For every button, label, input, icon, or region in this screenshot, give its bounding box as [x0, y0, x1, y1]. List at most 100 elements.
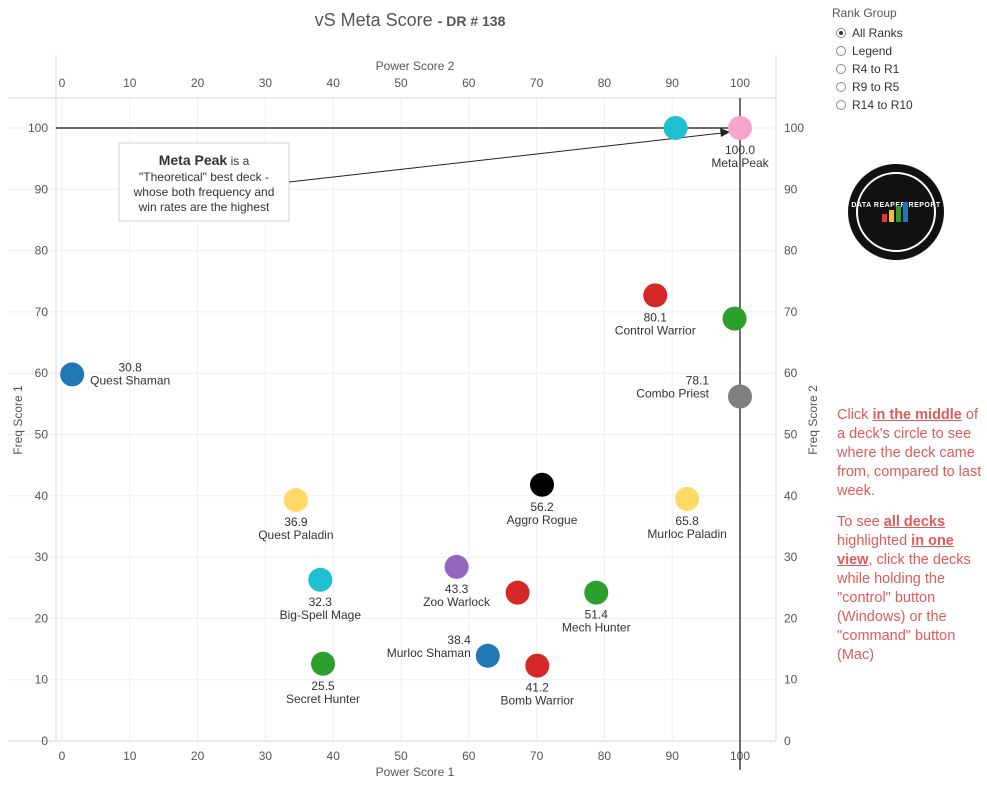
deck-point-unlabeled[interactable] — [663, 116, 688, 140]
radio-icon[interactable] — [836, 82, 846, 92]
logo-text: DATA REAPER REPORT — [851, 202, 941, 209]
y-tick-label-left: 30 — [35, 550, 49, 564]
chart-subtitle: DR # 138 — [446, 13, 506, 29]
deck-score-label: 56.2 — [530, 500, 554, 514]
deck-score-label: 80.1 — [644, 310, 668, 324]
x-tick-label-top: 40 — [327, 76, 341, 90]
x-tick-label-top: 30 — [259, 76, 273, 90]
x-axis-title-bottom: Power Score 1 — [376, 765, 455, 779]
rank-option-r14-r10[interactable]: R14 to R10 — [832, 96, 913, 114]
instruction-multiselect: To see all decks highlighted in one view… — [837, 514, 971, 663]
instructions: Click in the middle of a deck's circle t… — [837, 406, 983, 677]
y-tick-label-left: 0 — [41, 734, 48, 748]
deck-point-murloc-paladin[interactable] — [675, 486, 700, 511]
deck-name-label: Big-Spell Mage — [280, 608, 362, 622]
deck-score-label: 78.1 — [686, 373, 710, 387]
rank-option-r4-r1[interactable]: R4 to R1 — [832, 60, 913, 78]
x-tick-label-top: 80 — [598, 76, 612, 90]
rank-group-filter: Rank Group All Ranks Legend R4 to R1 R9 … — [832, 6, 913, 114]
deck-score-label: 25.5 — [311, 679, 335, 693]
rank-option-label: All Ranks — [852, 26, 903, 40]
chart-title: vS Meta Score - DR # 138 — [0, 10, 820, 31]
deck-score-label: 51.4 — [585, 608, 609, 622]
deck-point-secret-hunter[interactable] — [311, 651, 336, 676]
deck-name-label: Murloc Paladin — [647, 527, 726, 541]
deck-point-aggro-rogue[interactable] — [530, 472, 555, 497]
annotation-arrowhead — [720, 128, 730, 137]
deck-name-label: Quest Paladin — [258, 528, 333, 542]
deck-name-label: Aggro Rogue — [507, 513, 578, 527]
y-tick-label-left: 20 — [35, 611, 49, 625]
deck-point-murloc-shaman[interactable] — [475, 643, 500, 668]
radio-selected-icon[interactable] — [836, 28, 846, 38]
deck-point-bomb-warrior[interactable] — [525, 653, 550, 678]
x-tick-label-top: 70 — [530, 76, 544, 90]
deck-name-label: Mech Hunter — [562, 621, 631, 635]
y-tick-label-right: 60 — [784, 366, 798, 380]
rank-option-r9-r5[interactable]: R9 to R5 — [832, 78, 913, 96]
deck-point-big-spell-mage[interactable] — [308, 567, 333, 592]
deck-point-unlabeled[interactable] — [722, 306, 747, 331]
x-tick-label-top: 10 — [123, 76, 137, 90]
rank-option-label: Legend — [852, 44, 893, 58]
y-tick-label-right: 70 — [784, 305, 798, 319]
deck-point-quest-paladin[interactable] — [283, 488, 308, 513]
rank-option-all-ranks[interactable]: All Ranks — [832, 24, 913, 42]
deck-score-label: 41.2 — [526, 681, 550, 695]
y-tick-label-left: 60 — [35, 366, 49, 380]
y-tick-label-right: 0 — [784, 734, 791, 748]
y-tick-label-left: 10 — [35, 673, 49, 687]
x-tick-label-top: 0 — [59, 76, 66, 90]
x-tick-label-bottom: 50 — [394, 749, 408, 763]
radio-icon[interactable] — [836, 64, 846, 74]
x-tick-label-top: 50 — [394, 76, 408, 90]
deck-score-label: 30.8 — [118, 360, 142, 374]
instruction-click: Click in the middle of a deck's circle t… — [837, 407, 982, 499]
annotation-line-2: "Theoretical" best deck - — [139, 170, 269, 184]
y-tick-label-left: 80 — [35, 244, 49, 258]
y-tick-label-left: 40 — [35, 489, 49, 503]
x-tick-label-bottom: 90 — [666, 749, 680, 763]
y-tick-label-right: 20 — [784, 611, 798, 625]
deck-point-control-warrior[interactable] — [643, 283, 668, 308]
x-tick-label-bottom: 10 — [123, 749, 137, 763]
x-tick-label-top: 100 — [730, 76, 750, 90]
deck-name-label: Murloc Shaman — [387, 646, 471, 660]
chart-title-sub: - DR # 138 — [437, 13, 506, 29]
deck-name-label: Zoo Warlock — [423, 595, 491, 609]
deck-name-label: Quest Shaman — [90, 373, 170, 387]
x-tick-label-bottom: 40 — [327, 749, 341, 763]
deck-point-meta-peak[interactable] — [728, 116, 752, 140]
deck-point-quest-shaman[interactable] — [60, 362, 85, 387]
radio-icon[interactable] — [836, 100, 846, 110]
x-axis-title-top: Power Score 2 — [376, 59, 455, 73]
data-reaper-logo: DATA REAPER REPORT — [848, 164, 944, 260]
deck-point-zoo-warlock[interactable] — [444, 554, 469, 579]
annotation-line-3: whose both frequency and — [133, 185, 275, 199]
y-tick-label-right: 90 — [784, 182, 798, 196]
deck-point-unlabeled[interactable] — [505, 580, 530, 605]
x-tick-label-bottom: 60 — [462, 749, 476, 763]
deck-score-label: 65.8 — [675, 514, 699, 528]
rank-option-label: R4 to R1 — [852, 62, 900, 76]
deck-name-label: Combo Priest — [636, 386, 709, 400]
annotation-arrow — [288, 132, 723, 183]
rank-option-legend[interactable]: Legend — [832, 42, 913, 60]
y-tick-label-right: 80 — [784, 244, 798, 258]
y-axis-title-right: Freq Score 2 — [806, 385, 820, 455]
axes: 0010102020303040405050606070708080909010… — [8, 55, 820, 779]
y-tick-label-right: 40 — [784, 489, 798, 503]
x-tick-label-top: 20 — [191, 76, 205, 90]
x-tick-label-bottom: 30 — [259, 749, 273, 763]
x-tick-label-bottom: 70 — [530, 749, 544, 763]
x-tick-label-bottom: 0 — [59, 749, 66, 763]
radio-icon[interactable] — [836, 46, 846, 56]
chart-title-main: vS Meta Score — [314, 10, 433, 30]
deck-score-label: 100.0 — [725, 143, 755, 157]
logo-bars-icon — [882, 200, 910, 222]
deck-point-combo-priest[interactable] — [728, 384, 752, 409]
deck-point-mech-hunter[interactable] — [584, 580, 609, 605]
deck-name-label: Control Warrior — [615, 323, 696, 337]
